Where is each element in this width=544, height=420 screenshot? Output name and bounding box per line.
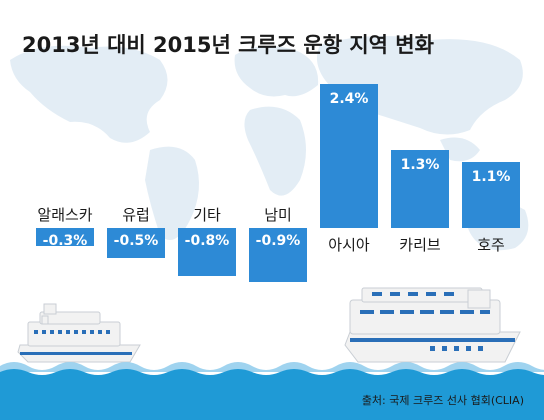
value-labels: -0.3% -0.5% -0.8% -0.9% 2.4% 1.3% 1.1% [43, 91, 511, 249]
category-label-2: 유럽 [122, 206, 150, 224]
value-label-3: -0.8% [185, 233, 230, 249]
category-label-7: 호주 [477, 236, 505, 254]
bar-3 [178, 228, 236, 276]
bar-2 [107, 228, 165, 258]
chart-title: 2013년 대비 2015년 크루즈 운항 지역 변화 [22, 33, 435, 57]
category-label-3: 기타 [193, 206, 221, 224]
bars [36, 84, 520, 282]
bar-6 [391, 150, 449, 228]
cruise-ship-icon [17, 303, 141, 363]
value-label-4: -0.9% [256, 233, 301, 249]
bar-7 [462, 162, 520, 228]
bar-5 [320, 84, 378, 228]
category-label-6: 카리브 [399, 236, 441, 254]
value-label-5: 2.4% [330, 91, 369, 107]
source-note: 출처: 국제 크루즈 선사 협회(CLIA) [362, 394, 524, 407]
bar-1 [36, 228, 94, 246]
bar-4 [249, 228, 307, 282]
category-label-5: 아시아 [328, 236, 370, 254]
category-label-1: 알래스카 [37, 206, 92, 224]
sea-waves [0, 362, 544, 420]
value-label-6: 1.3% [401, 157, 440, 173]
value-label-1: -0.3% [43, 233, 88, 249]
value-label-7: 1.1% [472, 169, 511, 185]
category-label-4: 남미 [264, 206, 292, 224]
cruise-ship-icon [344, 287, 521, 363]
value-label-2: -0.5% [114, 233, 159, 249]
